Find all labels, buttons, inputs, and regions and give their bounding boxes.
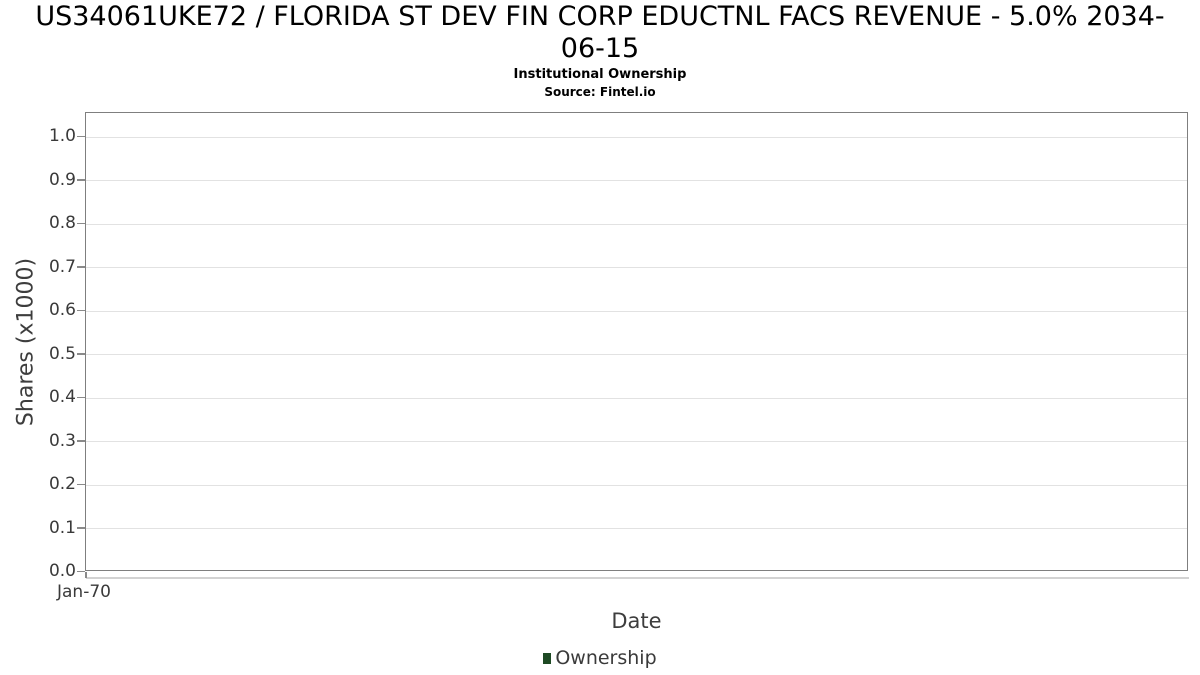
y-tick-mark [77,309,85,311]
x-tick-label: Jan-70 [57,582,111,602]
y-tick-label: 0.9 [48,169,76,190]
gridline [86,528,1187,529]
gridline [86,267,1187,268]
gridline [86,354,1187,355]
legend-label: Ownership [555,647,657,669]
y-tick-label: 1.0 [48,126,76,146]
gridline [86,397,1187,399]
chart-title: US34061UKE72 / FLORIDA ST DEV FIN CORP E… [0,1,1200,65]
y-tick-label: 0.4 [48,387,76,407]
chart-title-line1: US34061UKE72 / FLORIDA ST DEV FIN CORP E… [35,1,1165,32]
y-tick-mark [77,266,85,268]
x-axis-label: Date [611,609,662,633]
y-tick-label: 0.7 [48,256,76,277]
gridline [86,223,1187,225]
x-tick-mark [85,572,87,578]
y-tick-mark [77,396,85,398]
gridline [86,310,1187,312]
y-tick-label: 0.8 [48,213,76,233]
gridline [86,441,1187,442]
y-tick-mark [77,483,85,485]
gridline [86,136,1187,138]
y-tick-label: 0.6 [48,300,76,320]
plot-area [85,112,1188,571]
y-tick-mark [77,353,85,355]
chart-source: Source: Fintel.io [544,85,656,99]
y-tick-mark [77,222,85,224]
y-tick-mark [77,527,85,529]
y-tick-label: 0.2 [48,474,76,494]
y-tick-label: 0.5 [48,343,76,364]
y-tick-mark [77,570,85,572]
y-tick-mark [77,135,85,137]
gridline [86,180,1187,181]
legend-item-ownership: Ownership [543,646,657,670]
gridline [86,484,1187,486]
y-tick-mark [77,179,85,181]
chart-subtitle: Institutional Ownership [513,67,687,82]
y-tick-label: 0.1 [48,517,76,538]
x-axis-line [86,577,1189,579]
legend: Ownership [0,646,1200,670]
y-tick-mark [77,440,85,442]
y-tick-label: 0.0 [48,561,76,581]
legend-marker-icon [543,652,552,664]
chart-title-line2: 06-15 [560,33,640,64]
y-tick-label: 0.3 [48,430,76,451]
